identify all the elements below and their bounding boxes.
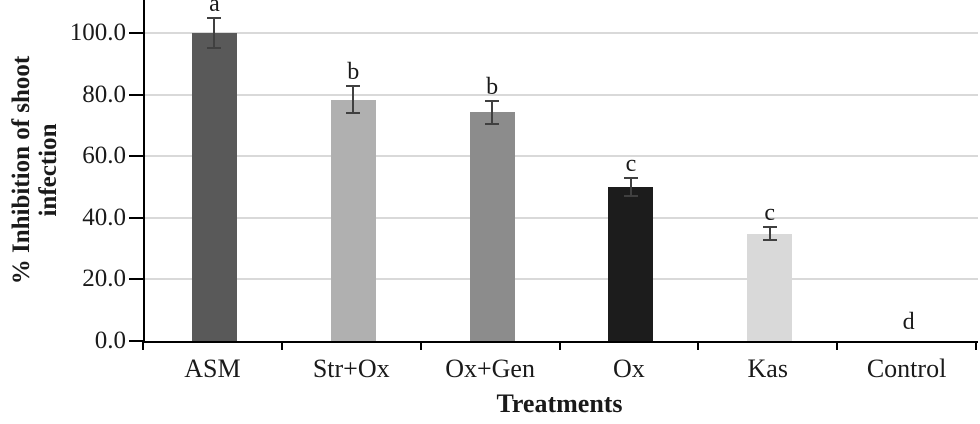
- y-tick-label-100: 100.0: [69, 18, 126, 46]
- x-tick-mark: [836, 341, 839, 350]
- y-tick-mark: [129, 340, 143, 342]
- error-bar-cap-bottom-str-ox: [346, 112, 361, 115]
- x-label-ox-gen: Ox+Gen: [445, 354, 535, 383]
- error-bar-asm: [213, 17, 216, 49]
- x-label-kas: Kas: [747, 354, 788, 383]
- gridline-40: [145, 216, 978, 219]
- error-bar-cap-top-kas: [762, 226, 777, 229]
- error-bar-cap-top-str-ox: [346, 84, 361, 87]
- y-tick-mark: [129, 216, 143, 219]
- x-tick-mark: [280, 341, 283, 350]
- sig-letter-ox: c: [625, 151, 637, 178]
- y-tick-mark: [129, 31, 143, 34]
- y-tick-mark: [129, 278, 143, 281]
- sig-letter-asm: a: [209, 0, 220, 17]
- gridline-100: [145, 31, 978, 34]
- y-tick-mark: [129, 155, 143, 158]
- sig-letter-kas: c: [764, 200, 776, 227]
- x-axis-title: Treatments: [496, 389, 623, 418]
- error-bar-ox: [629, 178, 632, 196]
- x-label-str-ox: Str+Ox: [312, 354, 390, 383]
- sig-letter-ox-gen: b: [486, 73, 499, 100]
- y-tick-label-60: 60.0: [82, 142, 126, 170]
- sig-letter-str-ox: b: [347, 58, 360, 85]
- bar-str-ox: [330, 99, 376, 341]
- error-bar-cap-bottom-kas: [762, 238, 777, 241]
- error-bar-kas: [768, 227, 771, 240]
- y-tick-label-0: 0.0: [94, 327, 126, 354]
- error-bar-cap-top-ox-gen: [485, 99, 500, 102]
- plot-area: a b b c c d: [143, 0, 978, 343]
- x-tick-mark: [419, 341, 422, 350]
- error-bar-ox-gen: [491, 100, 494, 124]
- y-tick-label-20: 20.0: [82, 265, 126, 293]
- x-label-control: Control: [866, 354, 947, 383]
- sig-letter-control: d: [902, 309, 915, 335]
- gridline-60: [145, 155, 978, 158]
- bar-kas: [747, 233, 793, 341]
- error-bar-cap-bottom-ox: [623, 194, 638, 197]
- x-label-ox: Ox: [613, 354, 645, 383]
- error-bar-str-ox: [352, 85, 355, 114]
- error-bar-cap-bottom-ox-gen: [485, 122, 500, 125]
- gridline-80: [145, 93, 978, 96]
- x-tick-mark: [975, 341, 977, 350]
- gridline-20: [145, 278, 978, 281]
- error-bar-cap-top-asm: [207, 16, 222, 19]
- x-tick-mark: [697, 341, 700, 350]
- y-tick-mark: [129, 93, 143, 96]
- x-label-asm: ASM: [184, 354, 241, 383]
- bar-asm: [191, 32, 237, 341]
- error-bar-cap-bottom-asm: [207, 47, 222, 50]
- x-tick-mark: [558, 341, 561, 350]
- x-tick-mark: [142, 341, 144, 350]
- bar-ox: [608, 186, 654, 341]
- y-tick-label-80: 80.0: [82, 80, 126, 108]
- y-tick-label-40: 40.0: [82, 203, 126, 231]
- bar-ox-gen: [469, 112, 515, 341]
- error-bar-cap-top-ox: [623, 177, 638, 180]
